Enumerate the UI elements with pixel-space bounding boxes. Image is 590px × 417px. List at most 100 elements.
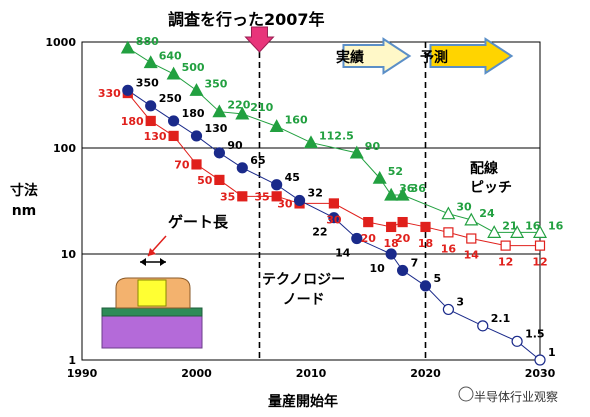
data-label: 90 bbox=[227, 139, 243, 152]
x-tick-label: 2010 bbox=[296, 367, 327, 380]
gate-length-point bbox=[271, 191, 282, 202]
data-label: 180 bbox=[182, 107, 205, 120]
gate-pointer-arrowhead-icon bbox=[148, 248, 156, 256]
y-tick-label: 100 bbox=[53, 142, 76, 155]
data-label: 30 bbox=[326, 213, 342, 226]
gate-length-point bbox=[500, 240, 511, 251]
data-label: 35 bbox=[254, 190, 269, 203]
data-label: 7 bbox=[411, 256, 419, 269]
watermark-icon bbox=[458, 386, 474, 402]
technology-node-point bbox=[477, 320, 489, 332]
data-label: 24 bbox=[479, 207, 495, 220]
gate-length-point bbox=[534, 240, 546, 251]
interconnect-pitch-point bbox=[532, 225, 548, 238]
gate-length-point bbox=[191, 159, 202, 170]
data-label: 640 bbox=[159, 50, 182, 63]
interconnect-pitch-point bbox=[212, 104, 227, 118]
technology-node-point bbox=[397, 264, 409, 277]
technology-node-point bbox=[213, 147, 225, 159]
y-axis-label: 寸法 nm bbox=[10, 183, 38, 219]
gate-length-point bbox=[397, 216, 408, 228]
data-label: 32 bbox=[308, 186, 323, 199]
data-label: 2.1 bbox=[491, 312, 511, 325]
gate-length-point bbox=[466, 233, 477, 244]
data-label: 3 bbox=[456, 295, 464, 308]
technology-node-point bbox=[511, 335, 523, 347]
data-label: 21 bbox=[502, 219, 517, 232]
data-label: 350 bbox=[205, 77, 228, 90]
data-label: 16 bbox=[548, 219, 564, 232]
interconnect-pitch-point bbox=[510, 225, 525, 238]
data-label: 880 bbox=[136, 35, 159, 48]
survey-title: 調査を行った2007年 bbox=[168, 10, 325, 29]
interconnect-pitch-point bbox=[120, 40, 135, 54]
interconnect-pitch-point bbox=[143, 55, 158, 69]
technology-node-point bbox=[293, 194, 306, 207]
forecast-arrow-icon bbox=[429, 37, 514, 75]
data-label: 14 bbox=[464, 249, 480, 262]
data-label: 180 bbox=[121, 115, 144, 128]
data-label: 14 bbox=[335, 247, 351, 260]
data-label: 50 bbox=[197, 174, 213, 187]
data-label: 18 bbox=[418, 237, 433, 250]
interconnect-pitch-point bbox=[372, 170, 387, 184]
gate-length-label: ゲート長 bbox=[168, 213, 229, 231]
technology-node-point bbox=[351, 232, 363, 245]
data-label: 22 bbox=[312, 226, 327, 239]
data-label: 18 bbox=[383, 237, 398, 250]
technology-node-point bbox=[419, 280, 432, 292]
divider-lines bbox=[258, 42, 427, 360]
data-label: 1.5 bbox=[525, 327, 545, 340]
gate-length-point bbox=[328, 198, 339, 209]
interconnect-pitch-point bbox=[269, 119, 284, 132]
oxide-layer-icon bbox=[101, 307, 203, 317]
data-label: 30 bbox=[456, 201, 472, 214]
technology-node-point bbox=[385, 248, 397, 260]
data-label: 330 bbox=[98, 87, 121, 100]
interconnect-pitch-point bbox=[166, 66, 181, 80]
watermark: 半导体行业观察 bbox=[474, 390, 559, 404]
data-label: 35 bbox=[220, 190, 235, 203]
data-label: 12 bbox=[532, 256, 547, 269]
interconnect-pitch-point bbox=[349, 145, 364, 159]
gate-length-point bbox=[145, 115, 156, 127]
gate-length-point bbox=[214, 174, 225, 186]
gate-length-point bbox=[168, 130, 179, 142]
interconnect-pitch-point bbox=[395, 187, 410, 201]
x-axis-label: 量産開始年 bbox=[268, 394, 338, 410]
gate-length-point bbox=[237, 191, 248, 202]
technology-node-point bbox=[236, 162, 248, 174]
interconnect-pitch-point bbox=[441, 206, 456, 220]
x-tick-label: 1990 bbox=[67, 367, 98, 380]
interconnect-pitch-point bbox=[487, 225, 502, 238]
survey-arrow-icon bbox=[244, 26, 275, 53]
technology-node-point bbox=[122, 84, 134, 96]
data-label: 16 bbox=[525, 219, 541, 232]
data-label: 65 bbox=[250, 154, 265, 167]
interconnect-pitch-point bbox=[464, 212, 479, 226]
data-label: 112.5 bbox=[319, 130, 354, 143]
technology-node-point bbox=[271, 179, 283, 191]
substrate-icon bbox=[101, 313, 203, 349]
data-label: 10 bbox=[369, 262, 385, 275]
x-tick-label: 2000 bbox=[181, 367, 212, 380]
technology-node-point bbox=[145, 100, 157, 112]
data-label: 20 bbox=[395, 232, 411, 245]
interconnect-pitch-point bbox=[235, 106, 250, 120]
technology-node-point bbox=[168, 115, 180, 127]
interconnect-pitch-point bbox=[303, 135, 319, 149]
gate-length-point bbox=[420, 221, 431, 233]
gate-length-point bbox=[443, 227, 454, 238]
data-label: 45 bbox=[285, 171, 300, 184]
forecast-label: 予測 bbox=[420, 50, 448, 66]
x-tick-label: 2020 bbox=[410, 367, 441, 380]
data-label: 36 bbox=[411, 182, 427, 195]
gate-icon bbox=[137, 279, 167, 307]
data-label: 36 bbox=[399, 182, 415, 195]
actual-arrow-icon bbox=[342, 37, 412, 75]
interconnect-pitch-point bbox=[189, 83, 204, 96]
data-label: 70 bbox=[174, 158, 190, 171]
data-label: 220 bbox=[227, 99, 250, 112]
